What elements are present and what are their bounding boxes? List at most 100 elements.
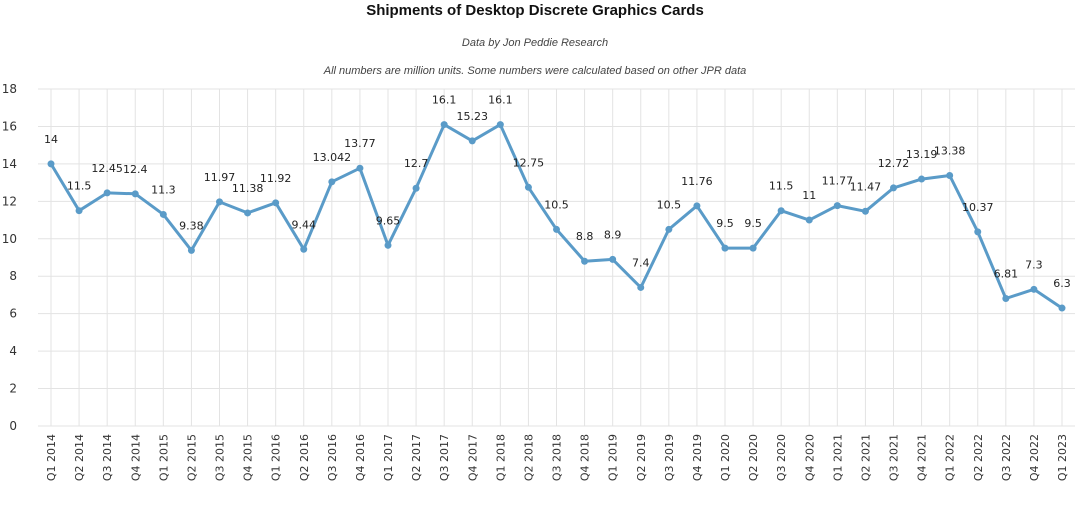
data-point <box>384 241 392 249</box>
x-tick-label: Q1 2017 <box>382 434 395 481</box>
x-tick-label: Q3 2022 <box>1000 434 1013 481</box>
x-tick-label: Q2 2022 <box>972 434 985 481</box>
data-label: 13.38 <box>934 144 966 157</box>
data-point <box>553 225 560 233</box>
data-point <box>1002 295 1010 303</box>
x-tick-label: Q1 2018 <box>494 434 507 481</box>
chart-subtitle: Data by Jon Peddie Research <box>462 37 608 49</box>
data-label: 6.81 <box>994 268 1019 281</box>
data-point <box>159 210 167 218</box>
x-tick-label: Q4 2020 <box>803 434 816 481</box>
grid <box>38 88 1075 427</box>
y-tick-label: 10 <box>2 232 17 246</box>
data-label: 12.75 <box>513 156 545 169</box>
data-label: 11.5 <box>67 180 92 193</box>
data-label: 9.5 <box>744 217 762 230</box>
data-point <box>412 184 420 192</box>
data-point <box>496 121 504 129</box>
data-label: 10.5 <box>544 198 569 211</box>
data-point <box>749 244 757 252</box>
x-tick-label: Q3 2018 <box>551 434 564 481</box>
x-tick-label: Q3 2019 <box>663 434 676 481</box>
data-point <box>47 160 55 168</box>
x-tick-label: Q3 2015 <box>214 434 227 481</box>
data-point <box>131 190 139 198</box>
data-label: 10.5 <box>657 198 682 211</box>
y-tick-label: 16 <box>2 119 17 133</box>
data-point <box>609 255 617 263</box>
data-point <box>665 225 673 233</box>
x-tick-label: Q3 2021 <box>888 434 901 481</box>
data-label: 9.5 <box>716 217 734 230</box>
x-tick-label: Q1 2019 <box>607 434 620 481</box>
data-label: 13.77 <box>344 137 376 150</box>
data-point <box>244 209 252 217</box>
data-point <box>946 171 954 179</box>
data-label: 8.8 <box>576 230 594 243</box>
y-tick-label: 18 <box>2 82 17 96</box>
chart-note: All numbers are million units. Some numb… <box>323 65 747 77</box>
x-tick-label: Q4 2021 <box>916 434 929 481</box>
x-tick-label: Q2 2019 <box>635 434 648 481</box>
data-point <box>861 207 869 215</box>
data-point <box>272 199 280 207</box>
x-tick-label: Q3 2014 <box>101 434 114 481</box>
x-tick-label: Q3 2016 <box>326 434 339 481</box>
y-tick-label: 6 <box>9 307 17 321</box>
y-tick-label: 0 <box>9 419 17 433</box>
data-point <box>356 164 364 172</box>
data-point <box>1058 304 1066 312</box>
data-point <box>974 228 982 236</box>
data-label: 6.3 <box>1053 277 1071 290</box>
data-point <box>300 245 308 253</box>
data-point <box>468 137 476 145</box>
chart-title: Shipments of Desktop Discrete Graphics C… <box>366 2 704 19</box>
data-label: 14 <box>44 133 58 146</box>
data-point <box>890 184 897 192</box>
x-tick-label: Q4 2015 <box>242 434 255 481</box>
x-tick-label: Q2 2015 <box>185 434 198 481</box>
data-label: 11.47 <box>850 180 882 193</box>
y-tick-label: 8 <box>9 269 17 283</box>
data-label: 16.1 <box>488 94 513 107</box>
data-label: 11.97 <box>204 171 236 184</box>
x-tick-label: Q4 2018 <box>579 434 592 481</box>
data-label: 9.65 <box>376 214 401 227</box>
data-label: 11.77 <box>822 175 854 188</box>
x-tick-label: Q2 2014 <box>73 434 86 481</box>
data-label: 8.9 <box>604 228 622 241</box>
x-tick-label: Q3 2017 <box>438 434 451 481</box>
y-tick-label: 14 <box>2 157 17 171</box>
x-axis: Q1 2014 Q2 2014 Q3 2014 Q4 2014 Q1 2015 Q2 20… <box>45 434 1069 481</box>
x-tick-label: Q2 2016 <box>298 434 311 481</box>
data-point <box>637 283 645 291</box>
x-tick-label: Q2 2017 <box>410 434 423 481</box>
data-label: 10.37 <box>962 201 994 214</box>
data-label: 9.38 <box>179 219 204 232</box>
data-label: 7.3 <box>1025 258 1043 271</box>
data-label: 12.45 <box>91 162 123 175</box>
x-tick-label: Q4 2016 <box>354 434 367 481</box>
x-tick-label: Q1 2020 <box>719 434 732 481</box>
data-label: 11.76 <box>681 175 713 188</box>
data-label: 12.7 <box>404 157 429 170</box>
data-point <box>440 121 448 129</box>
data-label: 15.23 <box>457 110 489 123</box>
data-point <box>1030 285 1038 293</box>
data-label: 16.1 <box>432 94 457 107</box>
data-point <box>833 202 841 210</box>
data-point <box>777 207 785 215</box>
data-label: 11.5 <box>769 180 794 193</box>
data-point <box>693 202 701 210</box>
data-label: 11.38 <box>232 182 264 195</box>
x-tick-label: Q3 2020 <box>775 434 788 481</box>
y-axis: 0 2 4 6 8 10 12 14 16 18 <box>2 82 17 433</box>
data-point <box>918 175 926 183</box>
y-tick-label: 12 <box>2 194 17 208</box>
y-tick-label: 4 <box>9 344 17 358</box>
x-tick-label: Q2 2021 <box>859 434 872 481</box>
x-tick-label: Q1 2022 <box>944 434 957 481</box>
data-point <box>581 257 589 265</box>
data-label: 13.042 <box>313 151 352 164</box>
